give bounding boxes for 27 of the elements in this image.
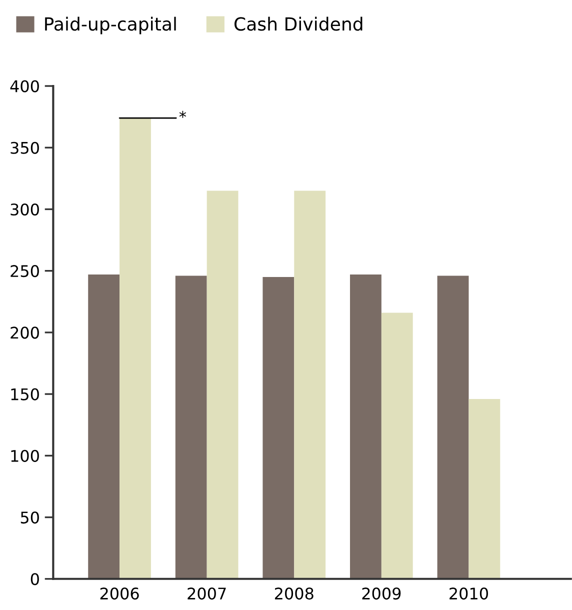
x-tick-label: 2009: [362, 588, 401, 600]
x-tick-label: 2008: [274, 588, 314, 600]
bar: [437, 276, 469, 579]
y-tick-label: 50: [20, 511, 39, 524]
y-tick-label: 100: [11, 450, 39, 462]
y-tick-label: 250: [10, 265, 39, 278]
annotation: *: [179, 110, 186, 118]
legend-label: Paid-up-capital: [45, 16, 176, 34]
bar: [262, 277, 294, 579]
bar: [88, 274, 120, 579]
y-tick-label: 300: [10, 203, 39, 216]
y-tick-label: 400: [10, 80, 39, 92]
x-tick-label: 2010: [450, 588, 488, 600]
y-tick-label: 350: [10, 142, 39, 154]
bar: [294, 190, 326, 579]
bar: [175, 276, 207, 579]
y-tick-label: 150: [11, 388, 39, 400]
x-tick-label: 2006: [100, 588, 139, 600]
bar: [206, 190, 238, 579]
bar: [381, 312, 413, 579]
legend-label: Cash Dividend: [234, 16, 362, 31]
bar: [468, 398, 500, 579]
y-tick-label: 0: [30, 573, 39, 586]
y-tick-label: 200: [10, 326, 39, 339]
x-tick-label: 2007: [188, 588, 226, 600]
bar: [120, 118, 151, 579]
bar: [350, 274, 382, 579]
